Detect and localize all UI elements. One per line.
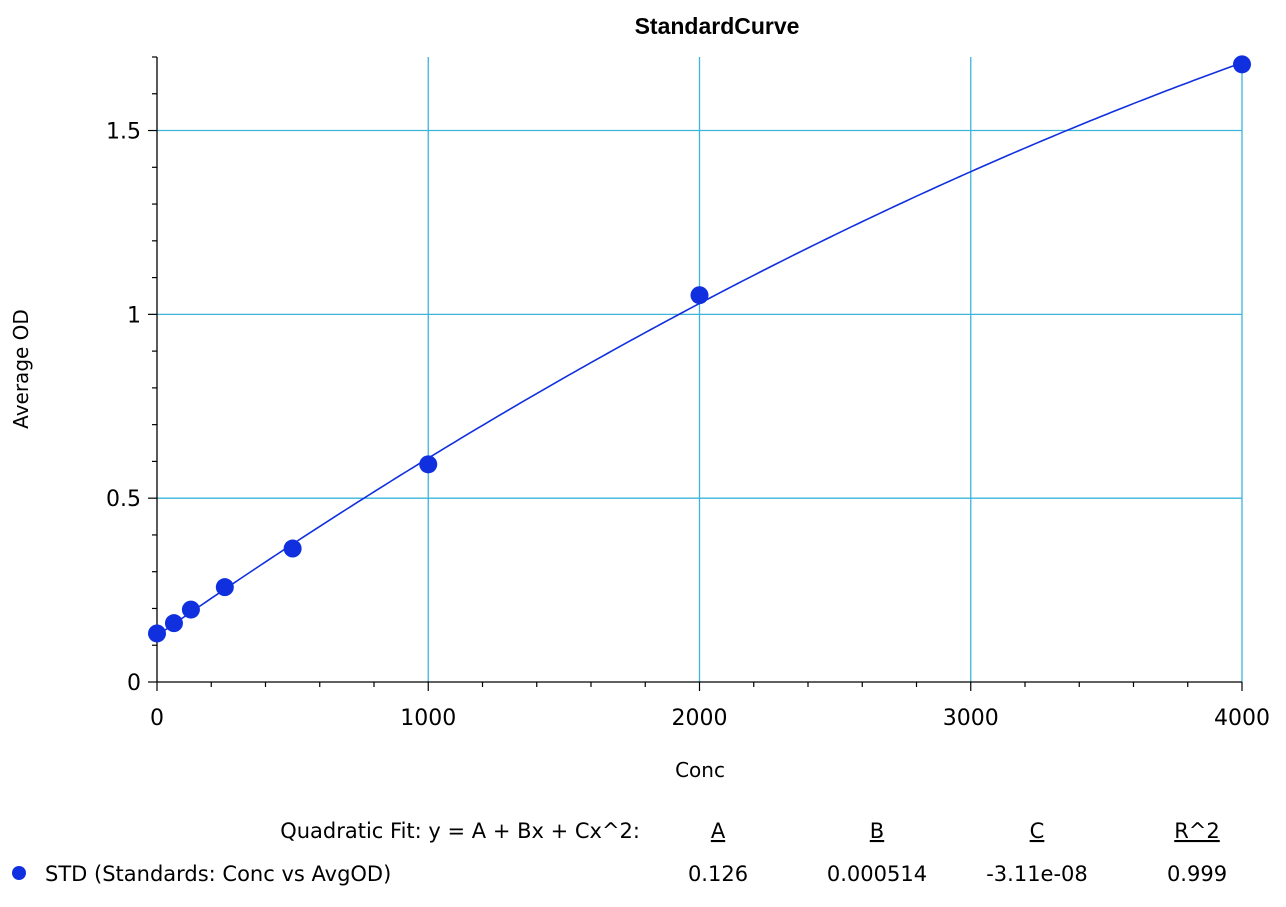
chart-title: StandardCurve — [635, 13, 800, 39]
fit-value-c: -3.11e-08 — [986, 862, 1088, 886]
x-axis-label: Conc — [675, 758, 725, 782]
data-point — [690, 286, 709, 305]
grid-lines — [157, 57, 1243, 682]
data-point — [164, 614, 183, 633]
fit-header-r2: R^2 — [1174, 819, 1220, 843]
x-tick-label: 2000 — [672, 706, 728, 731]
x-tick-label: 0 — [150, 706, 164, 731]
fit-header-a: A — [711, 819, 726, 843]
data-point — [1233, 55, 1251, 74]
data-point — [148, 624, 166, 643]
fit-equation-label: Quadratic Fit: y = A + Bx + Cx^2: — [280, 819, 640, 843]
data-points — [148, 55, 1251, 643]
x-tick-label: 3000 — [943, 706, 999, 731]
y-tick-label: 1.5 — [106, 120, 141, 145]
data-point — [283, 539, 302, 558]
data-point — [419, 455, 438, 474]
legend-series-name: STD (Standards: Conc vs AvgOD) — [45, 862, 391, 886]
data-point — [215, 578, 234, 597]
y-tick-label: 1 — [127, 303, 141, 328]
y-axis-label: Average OD — [9, 309, 33, 429]
fit-header-c: C — [1030, 819, 1045, 843]
tick-marks — [148, 56, 1243, 691]
fit-value-r2: 0.999 — [1167, 862, 1227, 886]
fit-value-a: 0.126 — [688, 862, 748, 886]
tick-labels: 0 1000 2000 3000 4000 0 0.5 1 1.5 — [106, 120, 1270, 731]
y-tick-label: 0 — [127, 671, 141, 696]
data-point — [181, 600, 200, 619]
fit-header-b: B — [870, 819, 884, 843]
x-tick-label: 4000 — [1214, 706, 1270, 731]
y-tick-label: 0.5 — [106, 487, 141, 512]
legend-marker — [12, 866, 26, 880]
x-tick-label: 1000 — [400, 706, 456, 731]
fit-value-b: 0.000514 — [827, 862, 927, 886]
